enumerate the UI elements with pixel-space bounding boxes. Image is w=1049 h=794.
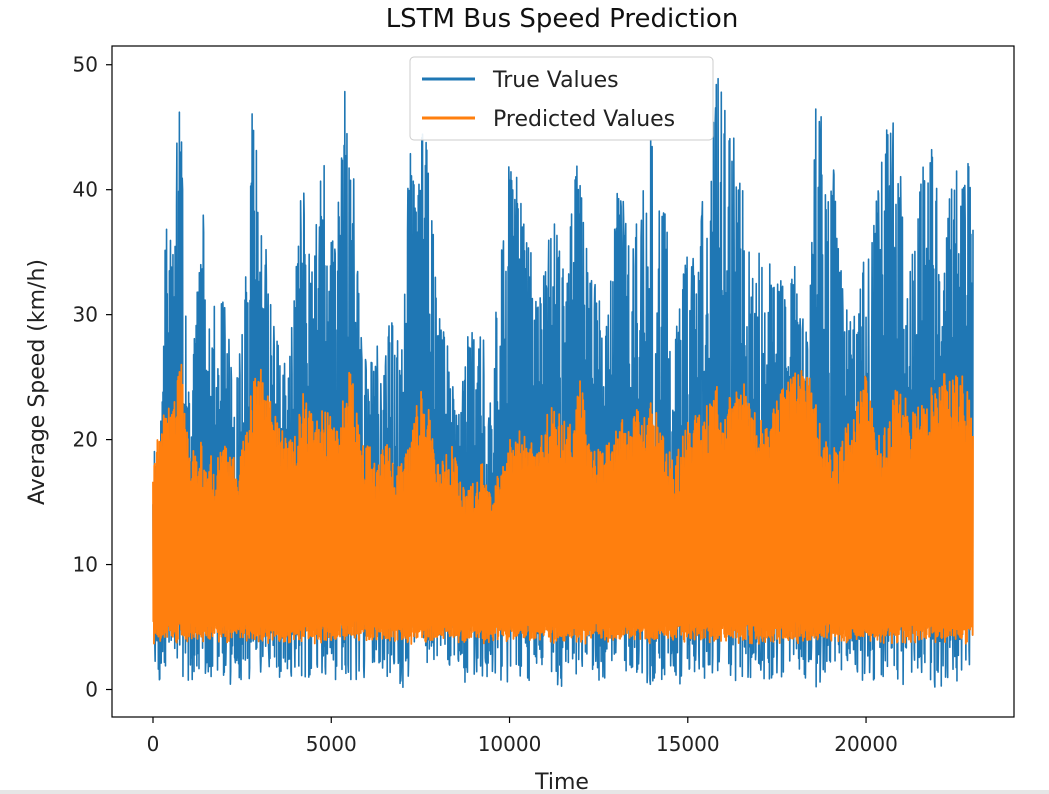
legend-label-predicted: Predicted Values [493, 107, 675, 132]
y-axis: 0 10 20 30 40 50 [73, 53, 112, 702]
legend-box [409, 56, 714, 141]
plot-area [152, 77, 974, 689]
x-tick-label-4: 20000 [834, 732, 898, 756]
plot-frame [111, 45, 1015, 718]
x-tick-label-1: 5000 [306, 732, 357, 756]
series-line-predicted-values [152, 363, 974, 645]
window-bottom-edge [0, 790, 1049, 794]
y-tick-label-0: 0 [85, 678, 98, 702]
x-tick-label-2: 10000 [478, 732, 542, 756]
y-tick-label-4: 40 [73, 178, 98, 202]
x-tick-label-0: 0 [147, 732, 160, 756]
series-predicted-values [152, 363, 974, 645]
y-tick-label-1: 10 [73, 553, 98, 577]
y-tick-label-3: 30 [73, 303, 98, 327]
x-tick-label-3: 15000 [656, 732, 720, 756]
x-axis: 0 5000 10000 15000 20000 [147, 717, 898, 756]
y-tick-label-5: 50 [73, 53, 98, 77]
y-axis-label: Average Speed (km/h) [25, 259, 50, 505]
legend: True Values Predicted Values [409, 56, 714, 141]
chart-title: LSTM Bus Speed Prediction [386, 4, 739, 34]
legend-label-true: True Values [492, 68, 619, 93]
y-tick-label-2: 20 [73, 428, 98, 452]
